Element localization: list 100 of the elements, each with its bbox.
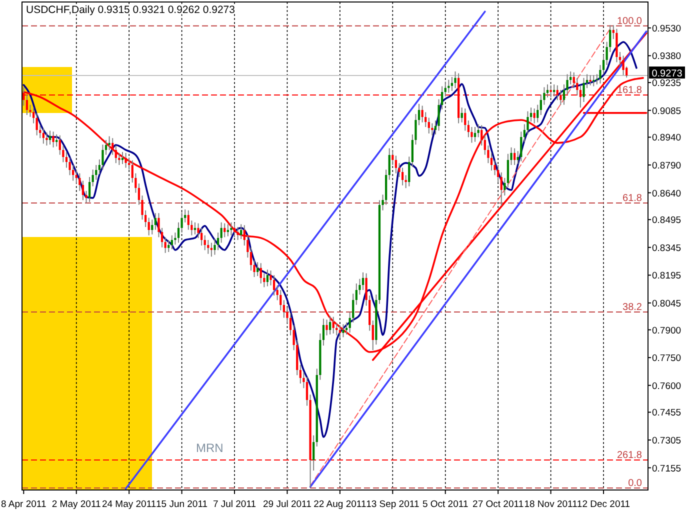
candlestick: [474, 126, 476, 142]
y-tick-label: 0.9530: [652, 23, 682, 34]
candlestick: [82, 180, 84, 201]
candlestick: [322, 318, 325, 346]
y-tick-label: 0.9380: [652, 51, 682, 62]
chart-title: USDCHF,Daily 0.9315 0.9321 0.9262 0.9273: [26, 4, 236, 16]
candlestick: [266, 269, 269, 287]
y-tick-label: 0.8790: [652, 160, 682, 172]
candlestick: [553, 84, 556, 97]
annotation: 261.8: [616, 450, 642, 461]
candlestick: [345, 322, 348, 335]
candlestick: [500, 172, 502, 206]
x-tick-label: 2 May 2011: [52, 499, 101, 510]
candlestick: [42, 127, 44, 144]
candlestick: [48, 130, 52, 146]
candlestick: [464, 108, 466, 132]
candlestick: [332, 316, 334, 334]
candlestick: [240, 224, 242, 240]
candlestick: [342, 324, 344, 338]
ref-line-label: 0.9273: [652, 68, 683, 80]
candlestick: [460, 107, 463, 123]
candlestick: [114, 145, 117, 164]
annotation: 38.2: [622, 302, 642, 314]
y-tick-label: 0.8195: [652, 270, 682, 282]
candlestick: [108, 136, 110, 151]
candlestick: [338, 324, 342, 339]
candlestick: [233, 222, 236, 238]
x-tick-label: 29 Jul 2011: [263, 499, 312, 510]
candlestick: [312, 434, 315, 472]
candlestick: [194, 222, 196, 235]
candlestick: [421, 105, 424, 123]
candlestick: [280, 289, 282, 311]
candlestick: [408, 156, 410, 187]
y-tick-label: 0.8940: [652, 132, 682, 144]
candlestick: [220, 222, 222, 244]
x-tick-label: 5 Oct 2011: [422, 499, 468, 510]
candlestick: [32, 107, 35, 124]
candlestick: [164, 236, 166, 254]
candlestick: [224, 222, 226, 238]
x-tick-label: 18 Nov 2011: [524, 499, 578, 510]
candlestick: [388, 148, 390, 180]
y-tick-label: 0.8345: [652, 242, 682, 254]
candlestick: [52, 131, 54, 148]
candlestick: [454, 70, 456, 89]
candlestick: [200, 227, 203, 246]
candlestick: [230, 222, 232, 236]
x-tick-label: 24 May 2011: [102, 499, 156, 510]
candlestick: [65, 152, 68, 168]
x-tick-label: 8 Apr 2011: [1, 499, 46, 510]
candlestick: [128, 157, 130, 170]
candlestick: [124, 152, 127, 168]
candlestick: [401, 167, 404, 186]
candlestick: [533, 108, 536, 124]
y-tick-label: 0.7900: [652, 325, 682, 336]
candlestick: [480, 124, 483, 146]
candlestick: [148, 217, 150, 236]
candlestick: [428, 117, 430, 134]
candlestick: [520, 131, 522, 162]
candlestick: [204, 234, 206, 251]
y-tick-label: 0.9235: [652, 78, 682, 90]
candlestick: [448, 79, 450, 94]
candlestick: [450, 76, 454, 92]
y-tick-label: 0.8045: [652, 298, 682, 310]
candlestick: [536, 104, 539, 123]
candlestick: [210, 242, 213, 258]
y-tick-label: 0.7455: [652, 408, 682, 419]
candlestick: [328, 315, 332, 335]
y-tick-label: 0.7600: [652, 380, 682, 392]
candlestick: [562, 84, 566, 106]
candlestick: [260, 262, 262, 284]
candlestick: [444, 81, 446, 97]
candlestick: [477, 124, 480, 138]
candlestick: [272, 274, 276, 296]
x-tick-label: 15 Jun 2011: [156, 499, 208, 510]
candlestick: [299, 364, 302, 384]
x-tick-label: 27 Oct 2011: [472, 499, 524, 510]
candlestick: [216, 232, 220, 251]
candlestick: [151, 219, 154, 235]
candlestick: [404, 174, 407, 189]
candlestick: [506, 153, 510, 188]
y-tick-label: 0.7305: [652, 435, 682, 446]
candlestick: [490, 152, 493, 172]
y-tick-label: 0.8640: [652, 188, 682, 200]
candlestick: [112, 138, 114, 156]
candlestick: [392, 150, 394, 166]
x-tick-label: 13 Sep 2011: [366, 499, 420, 510]
candlestick: [207, 239, 210, 254]
y-tick-label: 0.8495: [652, 215, 682, 226]
candlestick: [168, 239, 170, 253]
candlestick: [355, 283, 358, 306]
y-tick-label: 0.9085: [652, 106, 682, 117]
annotation: 161.8: [616, 84, 642, 96]
x-tick-label: 7 Jul 2011: [212, 499, 256, 510]
candlestick: [177, 222, 180, 244]
candlestick: [56, 134, 58, 147]
candlestick: [394, 155, 398, 174]
candlestick: [326, 319, 328, 336]
candlestick: [513, 148, 516, 166]
candlestick: [226, 224, 229, 237]
candlestick: [256, 262, 259, 277]
